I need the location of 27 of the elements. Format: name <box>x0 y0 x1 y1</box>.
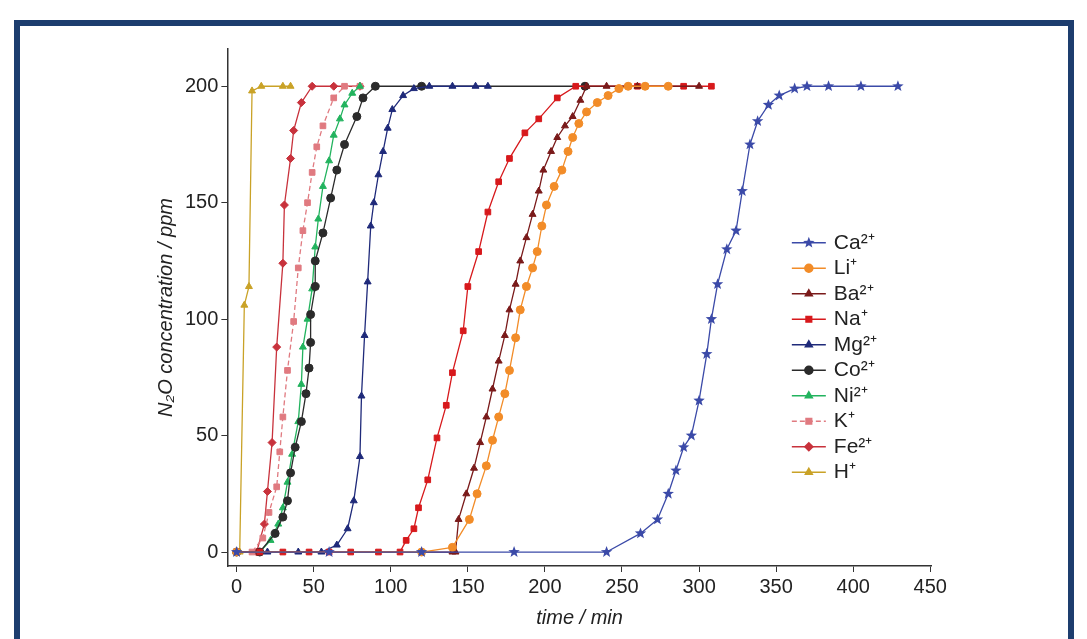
x-tick-label: 50 <box>302 574 325 597</box>
x-tick-label: 350 <box>759 574 793 597</box>
x-axis-title: time / min <box>536 605 623 628</box>
x-tick-label: 400 <box>836 574 870 597</box>
legend-label: Fe²⁺ <box>833 433 873 457</box>
x-tick-label: 0 <box>231 574 243 597</box>
y-axis-title: N₂O concentration / ppm <box>153 198 176 417</box>
legend-label: Co²⁺ <box>833 357 875 381</box>
legend-label: Ni²⁺ <box>833 382 868 406</box>
legend-label: Ba²⁺ <box>833 280 874 304</box>
legend-label: Mg²⁺ <box>833 331 878 355</box>
x-tick-label: 300 <box>682 574 716 597</box>
legend-label: Na⁺ <box>833 306 868 330</box>
x-tick-label: 100 <box>374 574 408 597</box>
x-tick-label: 450 <box>913 574 947 597</box>
x-tick-label: 200 <box>528 574 562 597</box>
y-tick-label: 100 <box>184 306 219 329</box>
x-tick-label: 250 <box>605 574 639 597</box>
y-tick-label: 150 <box>184 190 219 213</box>
legend-label: K⁺ <box>833 408 855 432</box>
legend-label: H⁺ <box>833 459 857 483</box>
legend-label: Li⁺ <box>833 255 858 279</box>
legend-label: Ca²⁺ <box>833 229 875 253</box>
x-tick-label: 150 <box>451 574 485 597</box>
y-tick-label: 0 <box>207 539 219 562</box>
y-tick-label: 50 <box>196 423 219 446</box>
y-tick-label: 200 <box>184 73 219 96</box>
